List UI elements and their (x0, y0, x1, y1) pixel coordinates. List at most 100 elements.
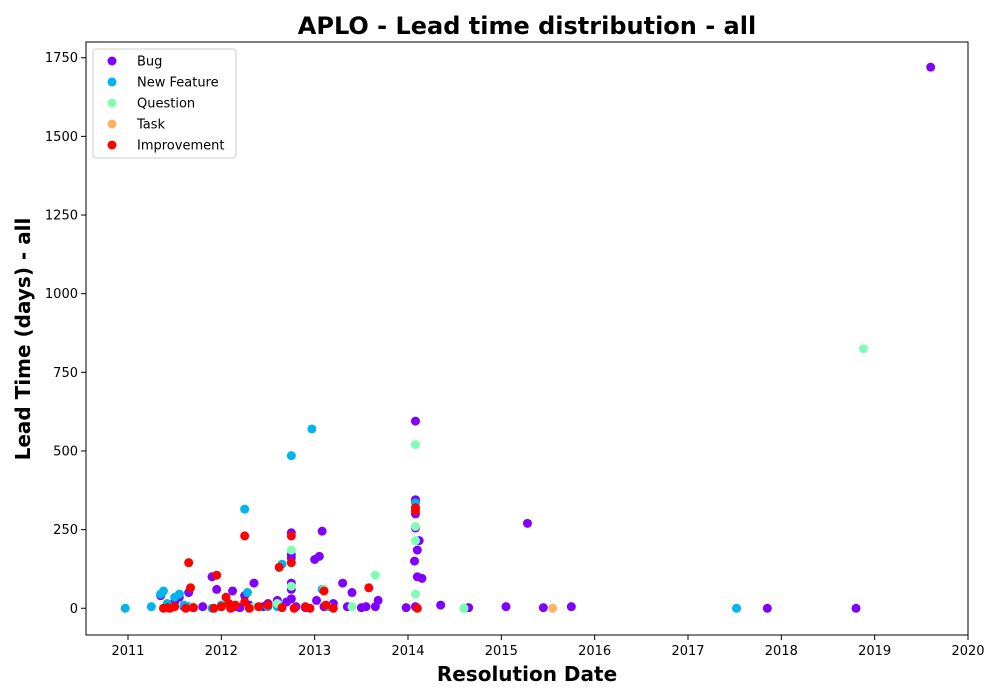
chart-title: APLO - Lead time distribution - all (298, 12, 756, 40)
data-point (501, 602, 511, 612)
y-axis-ticks: 0 250 500 750 1000 1250 1500 1750 (45, 51, 86, 617)
data-point (198, 602, 208, 612)
data-point (158, 586, 168, 596)
data-point (321, 600, 331, 610)
data-point (347, 602, 357, 612)
x-tick-label: 2012 (205, 644, 238, 659)
data-point (762, 603, 772, 613)
data-points (120, 62, 936, 613)
data-point (410, 506, 420, 516)
series-2 (188, 344, 868, 613)
data-point (538, 603, 548, 613)
y-tick-label: 1000 (45, 287, 78, 302)
data-point (146, 602, 156, 612)
data-point (212, 570, 222, 580)
x-tick-label: 2018 (765, 644, 798, 659)
x-tick-label: 2017 (671, 644, 704, 659)
series-1 (120, 424, 742, 613)
data-point (412, 545, 422, 555)
data-point (209, 603, 219, 613)
data-point (338, 578, 348, 588)
data-point (417, 573, 427, 583)
data-point (459, 603, 469, 613)
y-tick-label: 1750 (45, 51, 78, 66)
legend-label: Improvement (137, 139, 224, 154)
legend-marker (107, 98, 117, 108)
data-point (274, 562, 284, 572)
data-point (240, 531, 250, 541)
data-point (120, 603, 130, 613)
data-point (410, 536, 420, 546)
data-point (286, 545, 296, 555)
plot-area-frame (85, 41, 969, 636)
data-point (851, 603, 861, 613)
x-tick-label: 2016 (578, 644, 611, 659)
y-tick-label: 0 (70, 602, 78, 617)
data-point (286, 531, 296, 541)
data-point (410, 440, 420, 450)
x-tick-label: 2013 (298, 644, 331, 659)
data-point (249, 578, 259, 588)
legend-label: Task (136, 118, 166, 133)
data-point (858, 344, 868, 354)
legend: Bug New Feature Question Task Improvement (92, 48, 237, 159)
legend-label: Bug (137, 55, 162, 70)
data-point (230, 600, 240, 610)
data-point (263, 600, 273, 610)
data-point (412, 603, 422, 613)
data-point (410, 556, 420, 566)
data-point (305, 603, 315, 613)
data-point (188, 603, 198, 613)
series-0 (156, 62, 936, 613)
legend-box (92, 48, 237, 159)
data-point (312, 595, 322, 605)
data-point (436, 600, 446, 610)
data-point (181, 603, 191, 613)
legend-marker (107, 77, 117, 87)
data-point (926, 62, 936, 72)
data-point (240, 504, 250, 514)
data-point (244, 603, 254, 613)
data-point (410, 589, 420, 599)
y-tick-label: 1250 (45, 209, 78, 224)
data-point (319, 586, 329, 596)
y-axis-title: Lead Time (days) - all (11, 218, 35, 461)
x-tick-label: 2014 (391, 644, 424, 659)
data-point (286, 594, 296, 604)
x-axis-title: Resolution Date (437, 662, 617, 686)
data-point (254, 602, 264, 612)
x-axis-ticks: 2011 2012 2013 2014 2015 2016 2017 2018 2019 2020 (111, 635, 985, 659)
data-point (364, 583, 374, 593)
data-point (548, 603, 558, 613)
data-point (347, 588, 357, 598)
legend-marker (107, 56, 117, 66)
x-tick-label: 2019 (858, 644, 891, 659)
data-point (277, 603, 287, 613)
data-point (328, 603, 338, 613)
data-point (186, 583, 196, 593)
data-point (566, 602, 576, 612)
legend-marker (107, 140, 117, 150)
data-point (212, 584, 222, 594)
series-4 (158, 503, 422, 613)
legend-label: Question (137, 97, 195, 112)
y-tick-label: 500 (53, 444, 78, 459)
data-point (184, 558, 194, 568)
y-tick-label: 750 (53, 366, 78, 381)
data-point (314, 551, 324, 561)
y-tick-label: 1500 (45, 130, 78, 145)
data-point (522, 518, 532, 528)
data-point (242, 588, 252, 598)
data-point (240, 597, 250, 607)
data-point (401, 603, 411, 613)
data-point (286, 558, 296, 568)
data-point (170, 602, 180, 612)
y-tick-label: 250 (53, 523, 78, 538)
data-point (289, 603, 299, 613)
data-point (370, 570, 380, 580)
data-point (216, 602, 226, 612)
data-point (228, 586, 238, 596)
data-point (410, 416, 420, 426)
